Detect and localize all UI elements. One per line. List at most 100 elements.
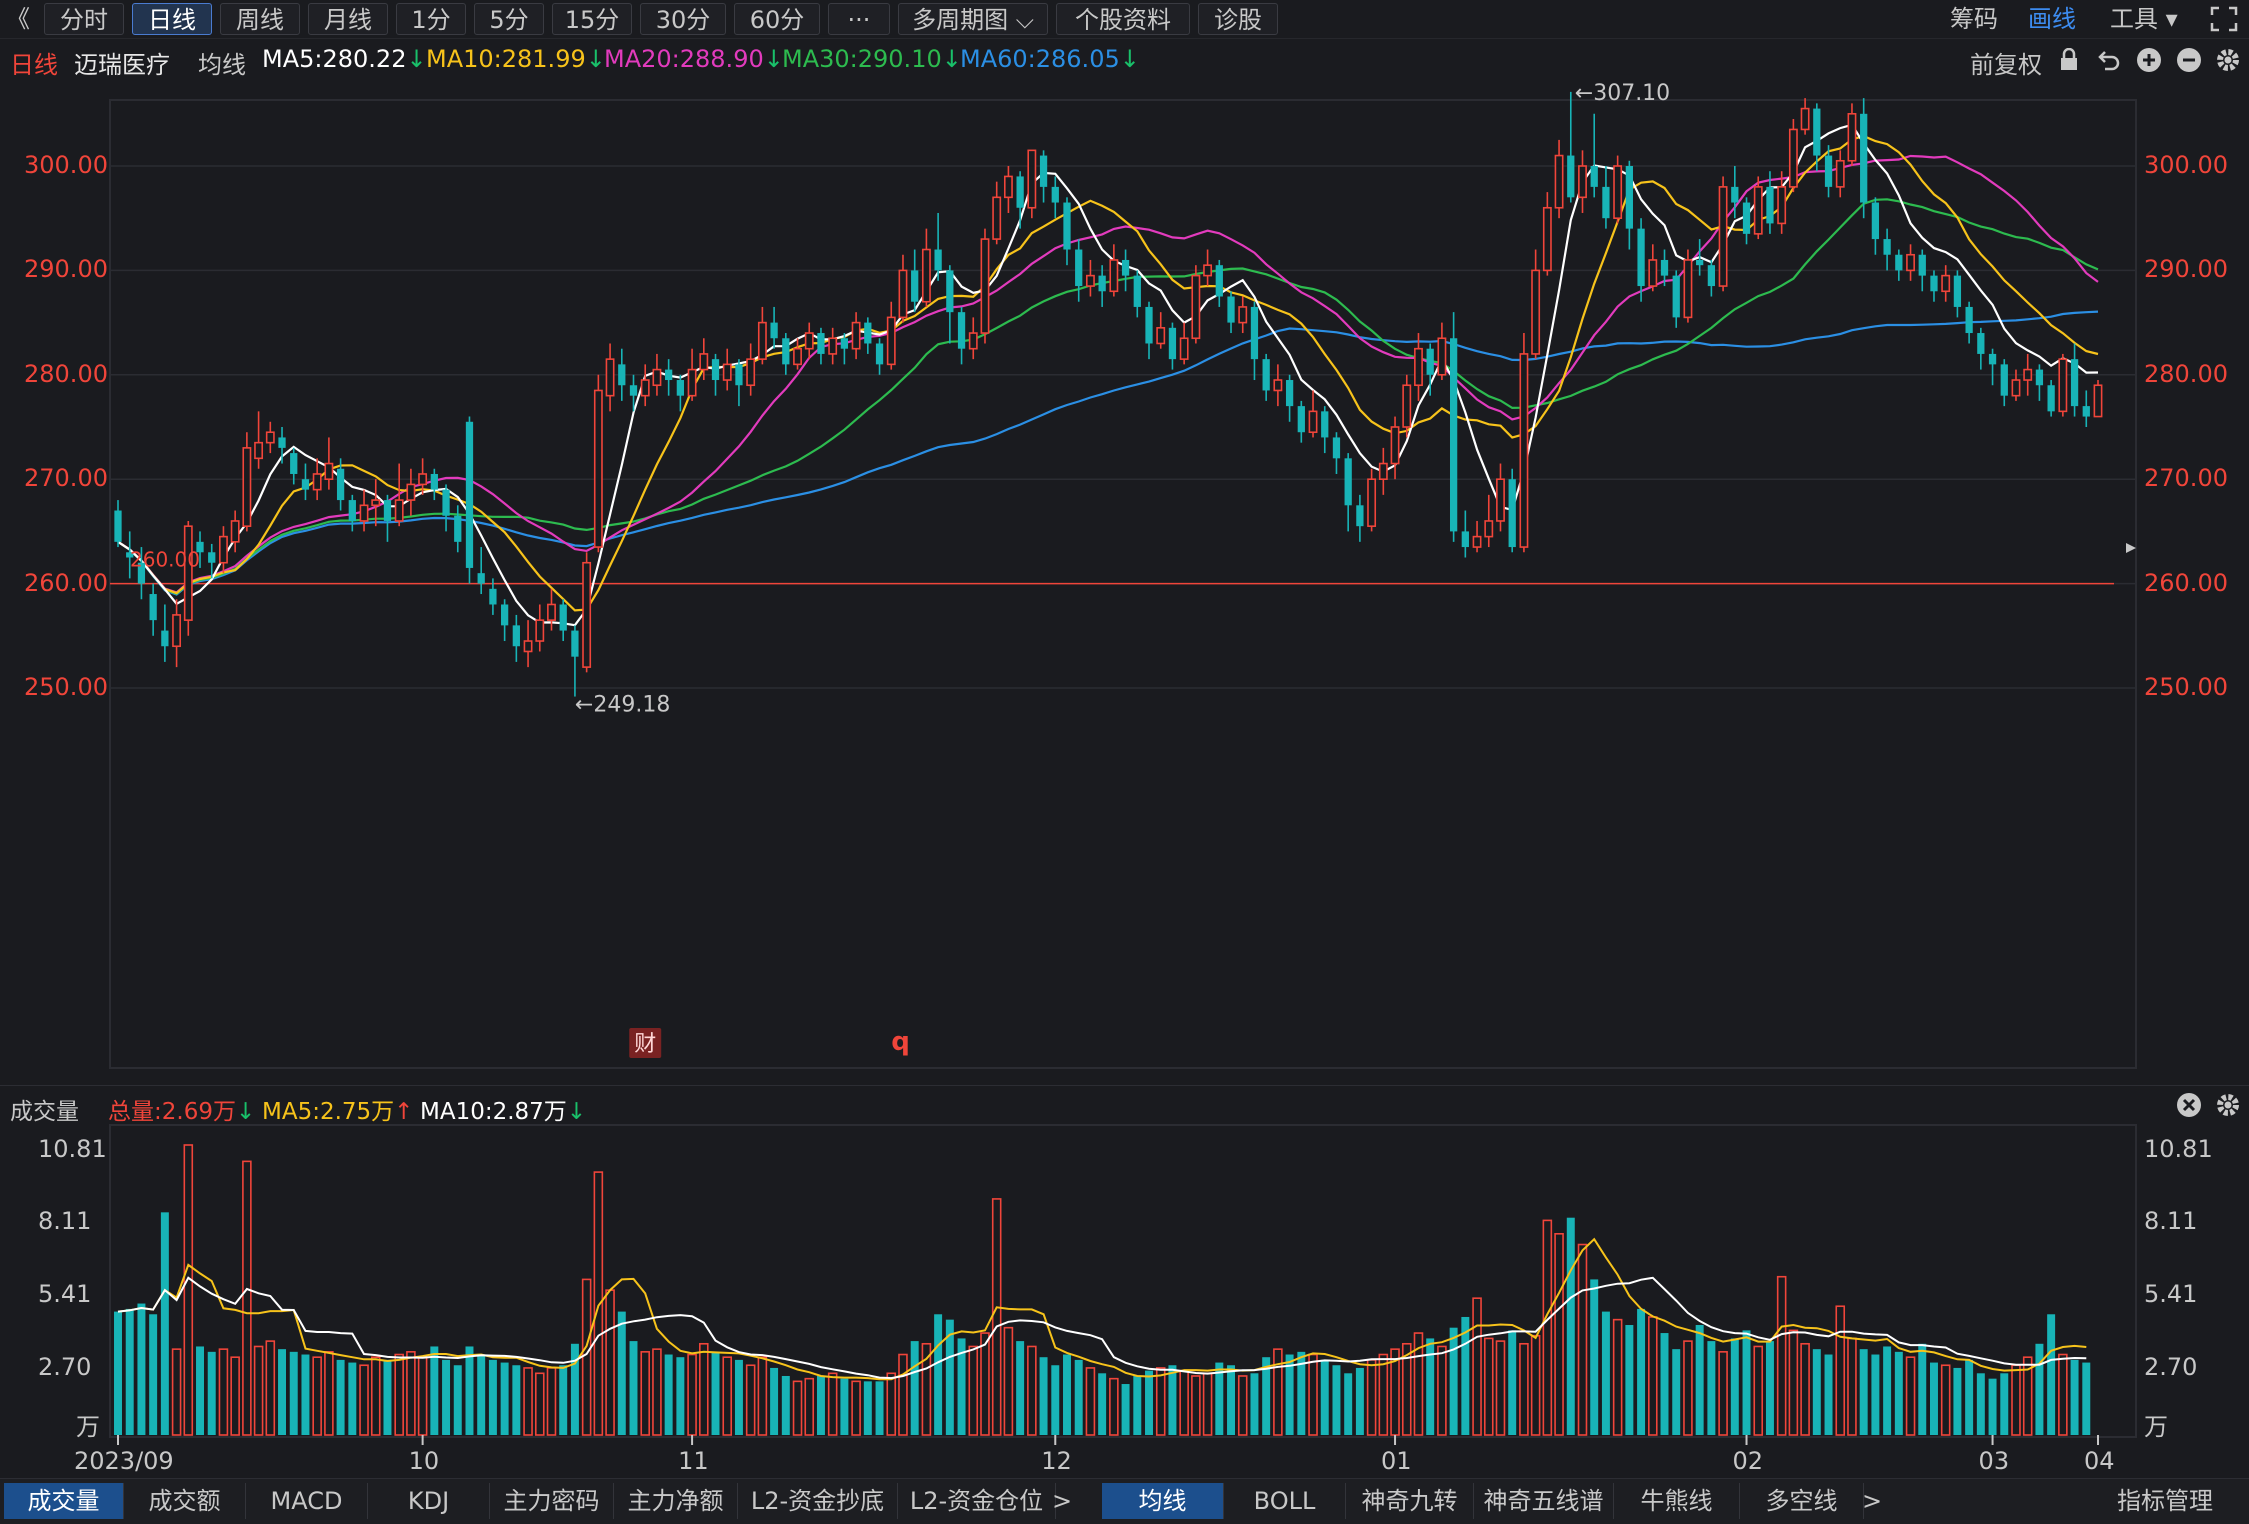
ma30-value: MA30:290.10↓ — [782, 45, 962, 73]
candle-body-up — [1554, 154, 1564, 209]
candlestick-chart[interactable]: ←307.10 ←249.18 260.00 财 q — [0, 78, 2249, 1078]
tab-5min[interactable]: 5分 — [474, 3, 544, 35]
candle-body-down — [489, 588, 497, 605]
candle-body-up — [1085, 274, 1095, 287]
volume-bar-up — [1542, 1219, 1553, 1436]
candle-body-up — [746, 358, 756, 387]
volume-bar-down — [289, 1351, 298, 1435]
indicator-tab-0[interactable]: 成交量 — [4, 1483, 124, 1519]
candle-body-down — [1988, 353, 1997, 365]
indicator-tab-4[interactable]: 主力密码 — [490, 1483, 614, 1519]
candle-body-up — [1788, 128, 1798, 188]
volume-legend: 成交量 总量:2.69万↓ MA5:2.75万↑ MA10:2.87万↓ — [0, 1085, 2249, 1125]
candle-body-up — [1402, 384, 1412, 428]
stock-name[interactable]: 迈瑞医疗 — [74, 51, 170, 79]
date-tick-label: 12 — [1041, 1447, 1072, 1475]
indicator-manage-button[interactable]: 指标管理 — [2117, 1487, 2213, 1515]
volume-settings-icon[interactable] — [2215, 1092, 2241, 1118]
indicator-tab-1[interactable]: 成交额 — [124, 1483, 246, 1519]
period-label: 日线 — [10, 51, 58, 79]
candle-body-up — [1378, 462, 1388, 481]
volume-bar-up — [991, 1198, 1002, 1436]
stock-profile-button[interactable]: 个股资料 — [1056, 3, 1190, 35]
indicator-tab-5[interactable]: 主力净额 — [614, 1483, 738, 1519]
ma-line-ma60 — [117, 310, 2099, 596]
more-tab-icon[interactable]: ··· — [828, 3, 890, 35]
volume-bar-down — [816, 1375, 825, 1435]
volume-bar-down — [1332, 1365, 1341, 1435]
candle-body-up — [652, 368, 662, 387]
volume-bar-down — [1730, 1338, 1739, 1435]
indicator-tab-7[interactable]: L2-资金仓位 — [898, 1483, 1056, 1519]
overlay-tab-2[interactable]: 神奇九转 — [1346, 1483, 1474, 1519]
settings-gear-icon[interactable] — [2215, 47, 2241, 73]
volume-bar-down — [2047, 1314, 2056, 1435]
volume-bar-down — [770, 1367, 779, 1435]
volume-bar-down — [1976, 1373, 1985, 1435]
zoom-in-icon[interactable] — [2136, 47, 2162, 73]
volume-bar-down — [1625, 1325, 1634, 1435]
indicator-tab-3[interactable]: KDJ — [368, 1483, 490, 1519]
candle-body-up — [1367, 478, 1377, 527]
indicator-tab-6[interactable]: L2-资金抄底 — [738, 1483, 898, 1519]
volume-bar-up — [1554, 1232, 1564, 1436]
candle-body-up — [1027, 149, 1037, 209]
date-tick-label: 02 — [1733, 1447, 1764, 1475]
candle-body-down — [1215, 265, 1223, 297]
tab-30min[interactable]: 30分 — [640, 3, 726, 35]
candle-body-down — [1918, 254, 1926, 276]
draw-line-button[interactable]: 画线 — [2028, 5, 2076, 33]
tab-fenshi[interactable]: 分时 — [44, 3, 124, 35]
fq-dropdown[interactable]: 前复权 — [1970, 51, 2042, 79]
candle-body-down — [336, 468, 345, 501]
overlay-tab-3[interactable]: 神奇五线谱 — [1474, 1483, 1614, 1519]
overlay-tab-5[interactable]: 多空线 — [1740, 1483, 1864, 1519]
volume-bar-down — [1765, 1341, 1774, 1435]
overlay-tab-4[interactable]: 牛熊线 — [1614, 1483, 1740, 1519]
volume-bar-up — [1788, 1329, 1799, 1436]
candle-body-up — [535, 619, 545, 642]
tab-60min[interactable]: 60分 — [734, 3, 820, 35]
zoom-out-icon[interactable] — [2176, 47, 2202, 73]
multi-period-dropdown[interactable]: 多周期图 ⌵ — [898, 3, 1048, 35]
tools-dropdown[interactable]: 工具 ▾ — [2110, 5, 2178, 33]
candle-body-up — [1003, 175, 1013, 199]
chips-button[interactable]: 筹码 — [1950, 5, 1998, 33]
tab-1min[interactable]: 1分 — [396, 3, 466, 35]
indicator-tab-2[interactable]: MACD — [246, 1483, 368, 1519]
scroll-right-icon[interactable]: > — [1052, 1487, 1073, 1515]
high-price-label: ←307.10 — [1575, 81, 1670, 106]
volume-bar-down — [1742, 1330, 1751, 1435]
overlay-tab-1[interactable]: BOLL — [1224, 1483, 1346, 1519]
lock-icon[interactable] — [2058, 48, 2080, 72]
tab-rixian[interactable]: 日线 — [132, 3, 212, 35]
date-tick-label: 11 — [678, 1447, 709, 1475]
candle-body-up — [1203, 264, 1213, 277]
candle-body-down — [957, 312, 966, 349]
volume-bar-up — [171, 1348, 182, 1436]
expand-icon[interactable] — [2210, 6, 2238, 32]
volume-bar-up — [406, 1351, 416, 1436]
scroll-right-icon-2[interactable]: > — [1862, 1487, 1883, 1515]
tab-yuexian[interactable]: 月线 — [308, 3, 388, 35]
volume-bar-down — [465, 1346, 474, 1435]
volume-title[interactable]: 成交量 — [10, 1099, 79, 1125]
tab-zhouxian[interactable]: 周线 — [220, 3, 300, 35]
overlay-tab-0[interactable]: 均线 — [1102, 1483, 1224, 1519]
volume-bar-up — [581, 1278, 592, 1436]
candle-body-down — [1813, 108, 1821, 156]
tab-15min[interactable]: 15分 — [552, 3, 632, 35]
back-icon[interactable]: 《 — [6, 5, 30, 33]
candle-body-down — [1262, 359, 1270, 391]
diagnose-button[interactable]: 诊股 — [1198, 3, 1278, 35]
volume-bar-down — [1508, 1330, 1517, 1435]
avg-label[interactable]: 均线 — [198, 51, 246, 79]
volume-bar-up — [1179, 1369, 1189, 1436]
volume-chart[interactable]: 2023/09 10 11 12 01 02 03 04 — [0, 1123, 2249, 1478]
candle-body-down — [1039, 155, 1048, 187]
volume-bar-down — [617, 1311, 626, 1435]
close-icon[interactable] — [2176, 1092, 2202, 1118]
volume-bar-up — [1519, 1342, 1529, 1436]
candle-body-down — [1696, 259, 1704, 266]
undo-icon[interactable] — [2097, 48, 2121, 72]
